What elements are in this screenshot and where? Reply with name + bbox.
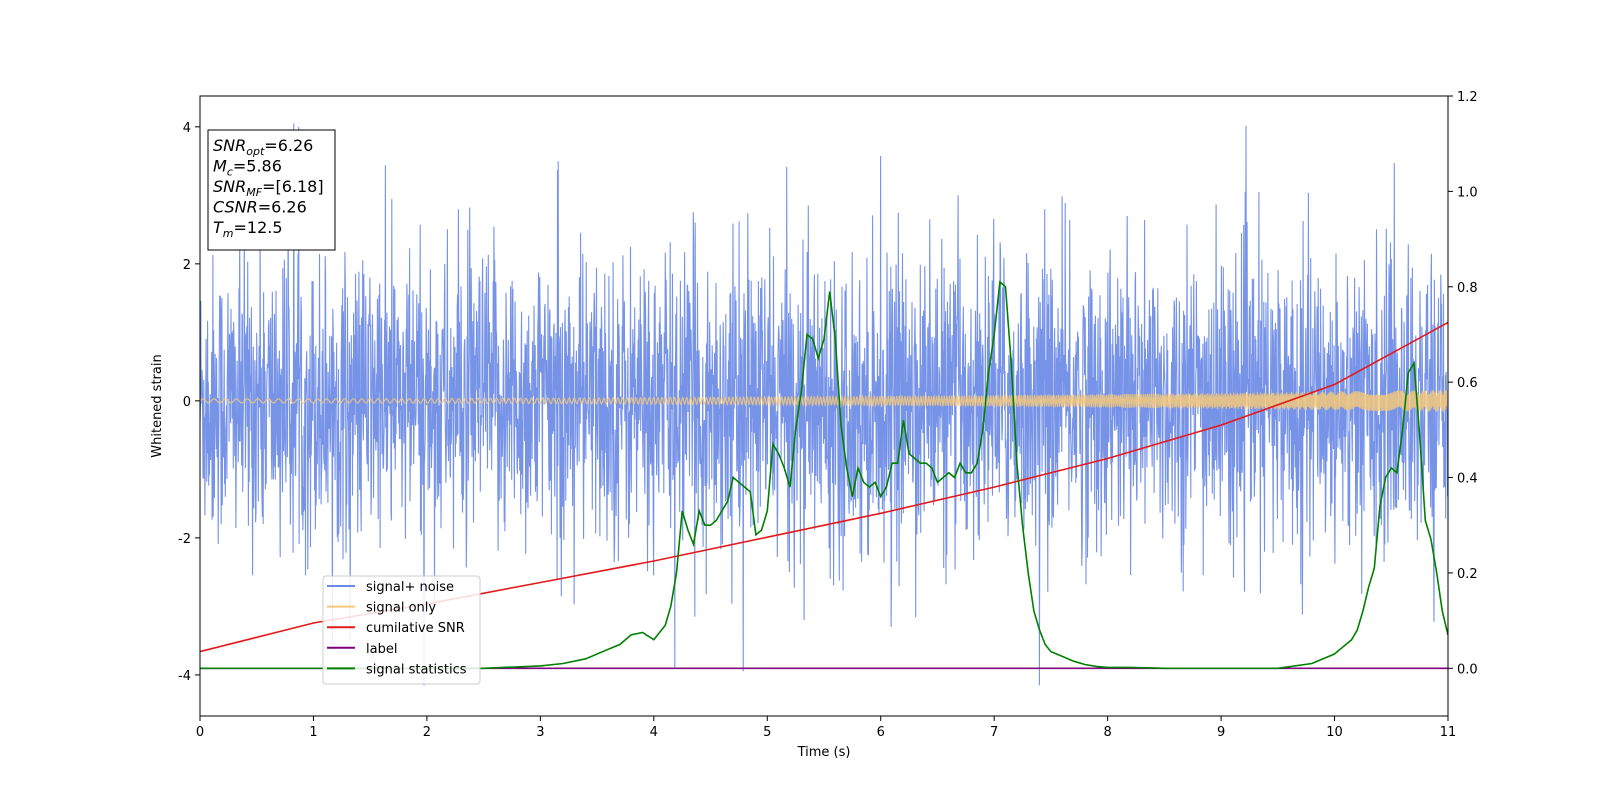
y-right-tick-label: 0.8: [1457, 281, 1478, 296]
annotation-line: SNRMF=[6.18]: [213, 177, 324, 199]
y-axis-right: 0.0 0.2 0.4 0.6 0.8 1.0 1.2: [1448, 90, 1478, 677]
x-tick-label: 4: [650, 725, 658, 740]
annotation-line: Tm=12.5: [213, 218, 283, 240]
series-line-signal-statistics: [200, 280, 1448, 670]
x-axis-label: Time (s): [797, 745, 851, 760]
annotation-line: SNRopt=6.26: [213, 136, 313, 158]
annotation-value: =5.86: [233, 157, 282, 176]
annotation-subscript: c: [227, 166, 233, 179]
annotation-value: =6.26: [264, 136, 313, 155]
annotation-variable: SNR: [213, 177, 246, 196]
legend-label: signal+ noise: [366, 580, 454, 595]
y-right-tick-label: 0.4: [1457, 472, 1478, 487]
y-right-tick-label: 1.0: [1457, 185, 1478, 200]
annotation-value: =12.5: [234, 218, 283, 237]
x-tick-label: 2: [423, 725, 431, 740]
annotation-value: =6.26: [258, 198, 307, 217]
x-tick-label: 8: [1103, 725, 1111, 740]
annotation-variable: SNR: [213, 136, 246, 155]
x-axis: 0 1 2 3 4 5 6 7 8 9 10 11: [196, 716, 1456, 740]
y-left-tick-label: -2: [178, 532, 191, 547]
y-right-tick-label: 0.0: [1457, 662, 1478, 677]
x-tick-label: 5: [763, 725, 771, 740]
annotation-variable: T: [213, 218, 224, 237]
y-right-tick-label: 1.2: [1457, 90, 1478, 105]
annotation-value: =[6.18]: [262, 177, 324, 196]
legend: signal+ noise signal only cumilative SNR la…: [322, 575, 481, 685]
plot-frame: [199, 95, 1449, 717]
x-tick-label: 11: [1440, 725, 1457, 740]
annotation-variable: CSNR: [213, 198, 258, 217]
signal-only-line: [200, 390, 1448, 412]
x-tick-label: 9: [1217, 725, 1225, 740]
x-tick-label: 6: [877, 725, 885, 740]
y-axis-label: Whitened strain: [150, 354, 165, 457]
legend-label: signal only: [366, 601, 436, 616]
x-tick-label: 0: [196, 725, 204, 740]
annotation-line: Mc=5.86: [213, 157, 282, 179]
annotation-subscript: opt: [246, 145, 265, 158]
legend-label: signal statistics: [366, 662, 467, 677]
y-axis-left: -4 -2 0 2 4: [178, 121, 200, 684]
series-signal-noise: [200, 123, 1448, 686]
y-right-tick-label: 0.6: [1457, 376, 1478, 391]
x-tick-label: 3: [536, 725, 544, 740]
annotation-line: CSNR=6.26: [213, 198, 307, 217]
annotation-subscript: m: [223, 227, 234, 240]
signal-noise-line: [200, 123, 1448, 686]
y-left-tick-label: -4: [178, 669, 191, 684]
annotation-subscript: MF: [246, 186, 262, 199]
y-left-tick-label: 0: [183, 395, 191, 410]
legend-label: label: [366, 642, 397, 657]
annotation-variable: M: [213, 157, 227, 176]
y-left-tick-label: 4: [183, 121, 191, 136]
x-tick-label: 1: [309, 725, 317, 740]
annotation-box: SNRopt=6.26Mc=5.86SNRMF=[6.18]CSNR=6.26T…: [207, 129, 336, 251]
y-left-tick-label: 2: [183, 258, 191, 273]
series-signal-only: [200, 390, 1448, 412]
y-right-tick-label: 0.2: [1457, 567, 1478, 582]
legend-label: cumilative SNR: [366, 621, 465, 636]
x-tick-label: 7: [990, 725, 998, 740]
x-tick-label: 10: [1326, 725, 1343, 740]
